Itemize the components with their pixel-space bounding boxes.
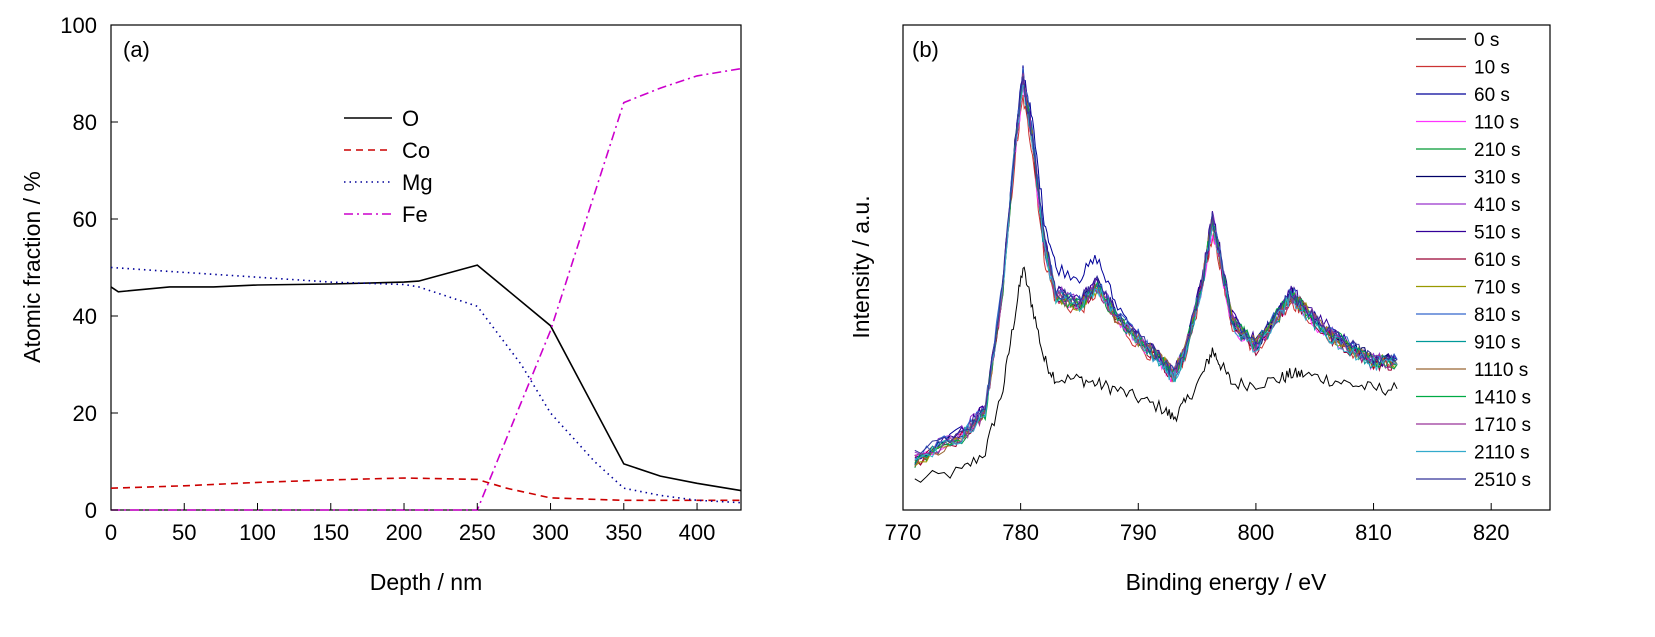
panel-b-x-tick-label: 810 (1355, 520, 1392, 545)
panel-b-x-axis-title: Binding energy / eV (1126, 569, 1327, 595)
panel-b-x-tick-label: 770 (885, 520, 922, 545)
panel-a-x-tick-label: 250 (459, 520, 496, 545)
panel-a-legend-label: O (402, 106, 419, 131)
panel-a-y-tick-label: 20 (73, 401, 97, 426)
panel-a-x-tick-label: 300 (532, 520, 569, 545)
panel-b-legend: 0 s 10 s 60 s 110 s 210 s 310 s 410 s 510 s 610 … (1416, 30, 1531, 491)
panel-a-x-tick-label: 0 (105, 520, 117, 545)
panel-b-legend-label: 0 s (1474, 30, 1499, 51)
panel-a-y-axis-title: Atomic fraction / % (19, 171, 45, 363)
panel-b-legend-label: 610 s (1474, 250, 1520, 271)
panel-b-label: (b) (912, 37, 939, 62)
panel-b-ticks: 770 780 790 800 810 820 (885, 503, 1510, 545)
panel-a-ticks: 0 50 100 150 200 250 300 350 400 0 20 40 60 80 100 (60, 13, 715, 545)
panel-b-series-line (914, 84, 1398, 461)
panel-b-chart: 770 780 790 800 810 820 0 s 10 s 60 s 110 s 210 s… (848, 24, 1551, 595)
panel-b-legend-label: 510 s (1474, 223, 1520, 244)
panel-b-legend-label: 1410 s (1474, 388, 1531, 409)
panel-a-legend-label: Mg (402, 170, 433, 195)
panel-a-x-tick-label: 150 (312, 520, 349, 545)
panel-b-legend-label: 910 s (1474, 333, 1520, 354)
panel-a-series-line-mg (110, 266, 742, 504)
panel-a-x-tick-label: 200 (386, 520, 423, 545)
panel-b-legend-label: 1110 s (1474, 360, 1528, 381)
panel-a-legend-label: Co (402, 138, 430, 163)
panel-b-legend-label: 110 s (1474, 113, 1519, 134)
panel-b-x-tick-label: 780 (1002, 520, 1039, 545)
panel-a-y-tick-label: 100 (60, 13, 97, 38)
panel-b-series-group (914, 65, 1398, 483)
panel-a-legend: O Co Mg Fe (344, 106, 433, 227)
panel-b-legend-label: 310 s (1474, 168, 1520, 189)
panel-b-x-tick-label: 820 (1473, 520, 1510, 545)
panel-a-series-line-o (110, 264, 742, 492)
panel-b-legend-label: 1710 s (1474, 415, 1531, 436)
panel-a-x-axis-title: Depth / nm (370, 569, 483, 595)
panel-b-legend-label: 10 s (1474, 58, 1510, 79)
panel-a-label: (a) (123, 37, 150, 62)
panel-b-x-tick-label: 800 (1238, 520, 1275, 545)
panel-a-series-line-co (110, 477, 741, 502)
panel-b-legend-label: 2510 s (1474, 470, 1531, 491)
panel-a-x-tick-label: 350 (605, 520, 642, 545)
panel-a-y-tick-label: 80 (73, 110, 97, 135)
panel-b-series-line (914, 82, 1398, 464)
panel-b-legend-label: 60 s (1474, 85, 1510, 106)
panel-b-legend-label: 410 s (1474, 195, 1520, 216)
panel-a-y-tick-label: 0 (85, 498, 97, 523)
panel-b-y-axis-title: Intensity / a.u. (848, 195, 874, 338)
panel-b-legend-label: 2110 s (1474, 443, 1530, 464)
panel-a-x-tick-label: 400 (679, 520, 716, 545)
panel-b-x-tick-label: 790 (1120, 520, 1157, 545)
panel-a-series-group (110, 67, 742, 511)
panel-a-y-tick-label: 40 (73, 304, 97, 329)
panel-a-chart: 0 50 100 150 200 250 300 350 400 0 20 40 60 80 100 O Co… (19, 13, 742, 595)
panel-b-series-line (914, 76, 1398, 454)
panel-b-legend-label: 710 s (1474, 278, 1520, 299)
panel-b-legend-label: 210 s (1474, 140, 1520, 161)
panel-a-legend-label: Fe (402, 202, 428, 227)
panel-a-x-tick-label: 50 (172, 520, 196, 545)
panel-a-x-tick-label: 100 (239, 520, 276, 545)
panel-a-y-tick-label: 60 (73, 207, 97, 232)
panel-b-series-line (914, 266, 1398, 483)
panel-b-plot-frame (902, 24, 1551, 511)
panel-a-plot-frame (110, 24, 742, 511)
panel-a-series-line-fe (111, 67, 742, 511)
panel-b-legend-label: 810 s (1474, 305, 1520, 326)
